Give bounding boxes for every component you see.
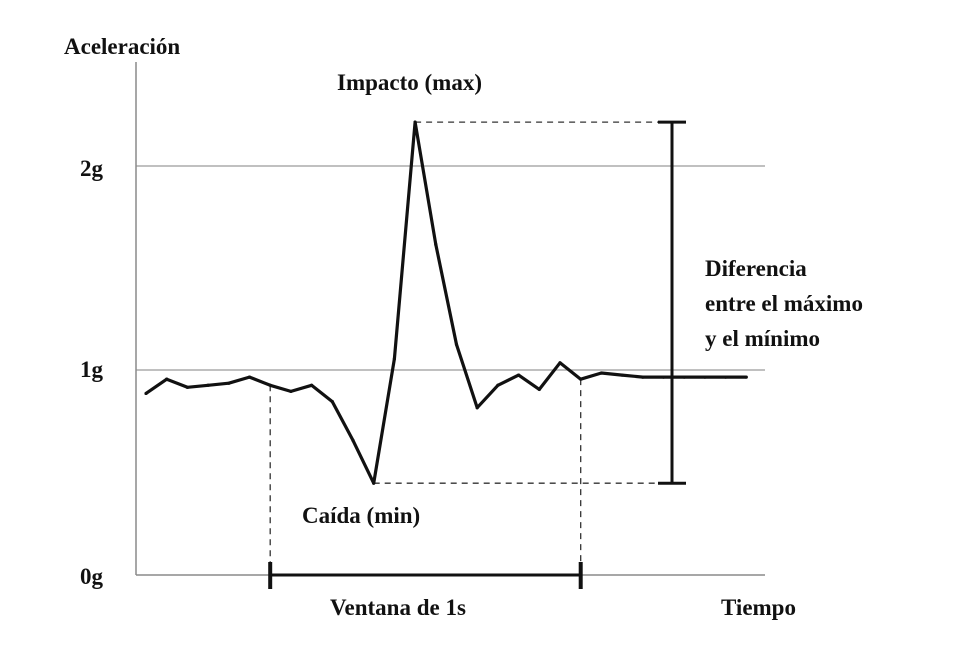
y-tick-2g: 2g <box>80 156 104 181</box>
signal-point <box>165 377 169 381</box>
y-tick-1g: 1g <box>80 357 104 382</box>
signal-point <box>247 375 252 379</box>
acceleration-signal-line <box>145 120 747 485</box>
signal-point <box>579 377 583 381</box>
difference-label-line3: y el mínimo <box>705 326 820 351</box>
signal-point <box>496 383 500 387</box>
signal-point <box>372 481 376 485</box>
signal-point <box>454 342 459 347</box>
signal-point <box>724 375 728 379</box>
signal-point <box>682 375 686 379</box>
signal-point <box>537 387 541 391</box>
signal-point <box>351 438 355 442</box>
signal-point <box>185 385 189 389</box>
signal-point <box>703 375 707 379</box>
signal-point <box>289 389 293 393</box>
signal-point <box>434 242 438 247</box>
signal-point <box>330 400 334 404</box>
signal-point <box>413 120 417 124</box>
signal-point <box>268 383 272 387</box>
fall-label: Caída (min) <box>302 503 420 528</box>
signal-point <box>475 406 479 410</box>
difference-label-line1: Diferencia <box>705 256 807 281</box>
signal-point <box>227 381 231 385</box>
signal-point <box>206 383 210 387</box>
x-axis-title: Tiempo <box>721 595 796 620</box>
signal-point <box>517 373 521 377</box>
y-axis-title: Aceleración <box>64 34 180 59</box>
signal-point <box>620 373 624 377</box>
signal-point <box>661 375 666 379</box>
impact-label: Impacto (max) <box>337 70 482 95</box>
signal-point <box>558 361 562 365</box>
window-label: Ventana de 1s <box>330 595 466 620</box>
y-tick-0g: 0g <box>80 564 104 589</box>
signal-point <box>744 375 748 379</box>
signal-point <box>144 391 148 396</box>
signal-point <box>392 357 396 361</box>
signal-point <box>599 371 604 375</box>
signal-point <box>641 375 645 379</box>
difference-label-line2: entre el máximo <box>705 291 863 316</box>
signal-point <box>310 383 314 387</box>
